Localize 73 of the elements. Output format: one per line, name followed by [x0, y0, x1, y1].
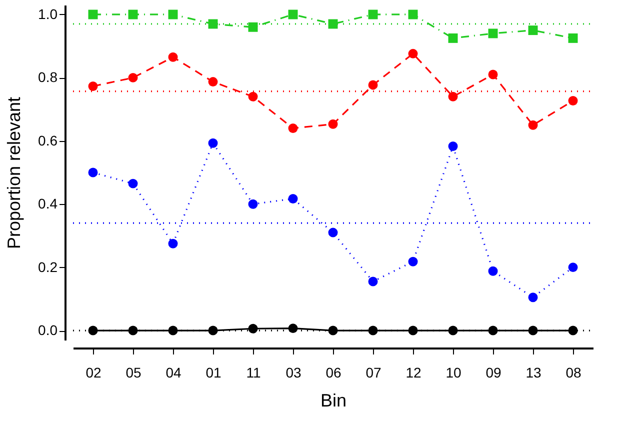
- point: [368, 326, 378, 336]
- x-tick-label: 01: [206, 364, 222, 380]
- point: [528, 326, 538, 336]
- point: [328, 326, 338, 336]
- point: [488, 70, 498, 80]
- y-tick-label: 0.0: [38, 322, 58, 338]
- x-tick-label: 11: [246, 364, 261, 380]
- point: [128, 178, 138, 188]
- point: [408, 10, 418, 20]
- x-tick-label: 09: [486, 364, 502, 380]
- point: [248, 92, 258, 102]
- y-tick-label: 0.4: [38, 196, 58, 212]
- point: [288, 124, 298, 133]
- point: [528, 120, 538, 130]
- point: [528, 26, 538, 36]
- point: [288, 194, 298, 204]
- point: [448, 33, 458, 43]
- y-tick-label: 0.2: [38, 258, 58, 275]
- point: [448, 142, 458, 152]
- point: [448, 326, 458, 336]
- point: [88, 326, 98, 336]
- point: [88, 10, 98, 20]
- point: [328, 119, 338, 129]
- point: [568, 33, 578, 43]
- point: [128, 10, 138, 20]
- point: [128, 72, 138, 82]
- point: [408, 326, 418, 336]
- point: [328, 19, 338, 29]
- y-tick-label: 1.0: [38, 6, 58, 22]
- point: [368, 10, 378, 20]
- x-tick-label: 08: [566, 364, 582, 380]
- point: [168, 52, 178, 62]
- x-tick-label: 02: [86, 364, 102, 380]
- point: [528, 292, 538, 302]
- point: [208, 138, 218, 148]
- x-tick-label: 03: [286, 364, 302, 380]
- x-tick-label: 13: [526, 364, 542, 380]
- point: [488, 266, 498, 276]
- x-tick-label: 07: [366, 364, 382, 380]
- x-axis-title: Bin: [320, 390, 347, 410]
- point: [408, 48, 418, 58]
- point: [248, 324, 258, 334]
- y-tick-label: 0.6: [38, 132, 58, 148]
- point: [288, 324, 298, 334]
- point: [248, 22, 258, 32]
- point: [568, 262, 578, 272]
- point: [208, 19, 218, 29]
- point: [368, 276, 378, 286]
- point: [488, 28, 498, 38]
- point: [448, 92, 458, 102]
- point: [328, 228, 338, 238]
- point: [88, 81, 98, 91]
- point: [168, 238, 178, 248]
- point: [248, 199, 258, 209]
- point: [568, 96, 578, 106]
- point: [128, 326, 138, 336]
- x-tick-label: 12: [406, 364, 422, 380]
- x-tick-label: 04: [166, 364, 182, 380]
- point: [488, 326, 498, 336]
- x-tick-label: 10: [446, 364, 462, 380]
- x-tick-label: 05: [126, 364, 142, 380]
- y-axis-title: Proportion relevant: [4, 96, 24, 250]
- point: [208, 326, 218, 336]
- y-tick-label: 0.8: [38, 69, 58, 86]
- x-tick-label: 06: [326, 364, 342, 380]
- point: [368, 80, 378, 90]
- point: [88, 168, 98, 178]
- point: [168, 326, 178, 336]
- point: [408, 256, 418, 266]
- point: [208, 77, 218, 87]
- point: [288, 10, 298, 20]
- point: [168, 10, 178, 20]
- point: [568, 326, 578, 336]
